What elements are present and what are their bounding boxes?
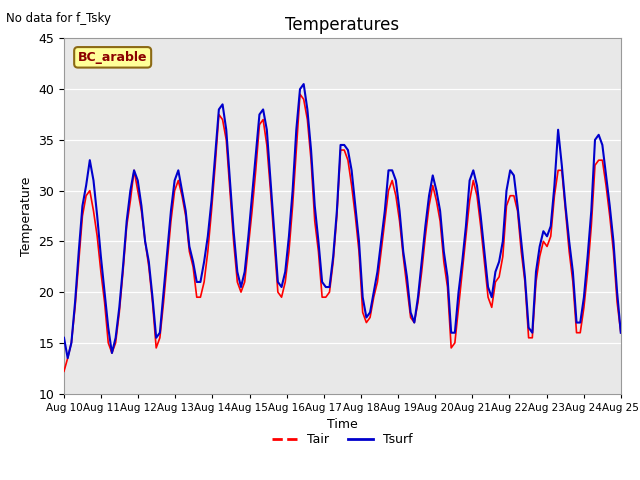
X-axis label: Time: Time [327, 418, 358, 431]
Text: No data for f_Tsky: No data for f_Tsky [6, 12, 111, 25]
Legend: Tair, Tsurf: Tair, Tsurf [268, 428, 417, 451]
Y-axis label: Temperature: Temperature [20, 176, 33, 256]
Title: Temperatures: Temperatures [285, 16, 399, 34]
Text: BC_arable: BC_arable [78, 51, 147, 64]
